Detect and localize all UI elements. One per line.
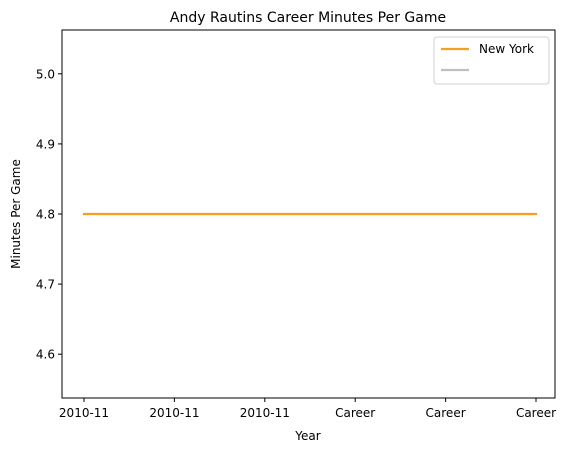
y-axis: 4.6 4.7 4.8 4.9 5.0	[36, 67, 62, 362]
y-tick-label: 5.0	[36, 67, 55, 81]
x-tick-label: Career	[516, 406, 556, 420]
y-axis-label: Minutes Per Game	[9, 159, 23, 269]
legend: New York	[433, 36, 550, 85]
x-tick-label: Career	[335, 406, 375, 420]
x-tick-label: 2010-11	[240, 406, 290, 420]
x-axis: 2010-11 2010-11 2010-11 Career Career Career	[59, 398, 556, 420]
y-tick-label: 4.8	[36, 208, 55, 222]
x-tick-label: 2010-11	[59, 406, 109, 420]
legend-label-new-york: New York	[479, 42, 534, 56]
x-tick-label: 2010-11	[149, 406, 199, 420]
y-tick-label: 4.9	[36, 137, 55, 151]
chart-title: Andy Rautins Career Minutes Per Game	[170, 10, 446, 26]
x-tick-label: Career	[426, 406, 466, 420]
x-axis-label: Year	[294, 429, 320, 443]
y-tick-label: 4.7	[36, 278, 55, 292]
y-tick-label: 4.6	[36, 348, 55, 362]
